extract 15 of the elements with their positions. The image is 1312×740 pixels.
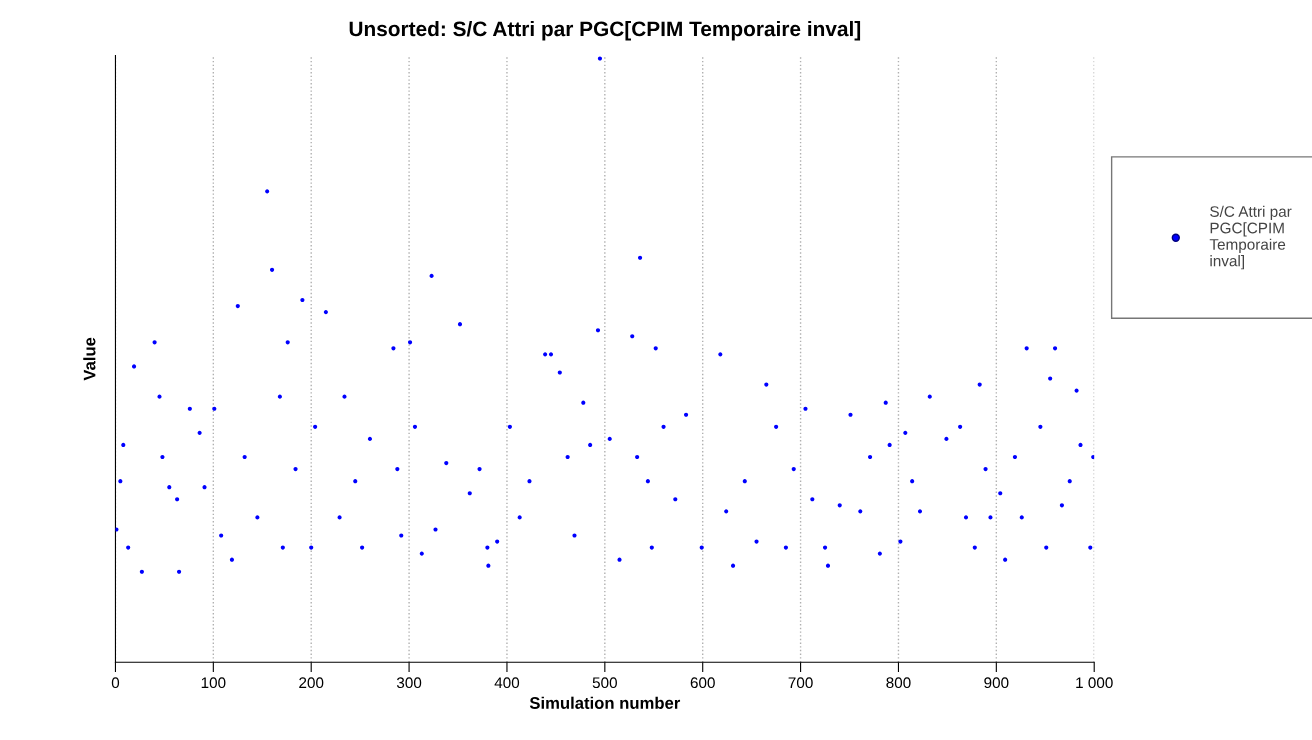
x-tick-label: 1 000 [1076, 677, 1113, 689]
x-tick-label: 800 [886, 677, 911, 689]
legend-label: S/C Attri par PGC[CPIM Temporaire inval] [1209, 205, 1292, 270]
x-tick-label: 200 [299, 677, 324, 689]
x-axis-title: Simulation number [529, 696, 681, 709]
y-axis-title: Value [83, 337, 96, 381]
x-tick-label: 600 [690, 677, 715, 689]
x-tick-label: 700 [788, 677, 813, 689]
x-tick-label: 300 [396, 677, 422, 689]
x-tick-label: 100 [201, 677, 226, 689]
x-tick-label: 0 [111, 677, 120, 689]
x-tick-label: 400 [494, 677, 520, 689]
x-tick-label: 900 [984, 677, 1009, 689]
chart-title: Unsorted: S/C Attri par PGC[CPIM Temporaire inval] [349, 20, 861, 41]
x-tick-label: 500 [592, 677, 617, 689]
